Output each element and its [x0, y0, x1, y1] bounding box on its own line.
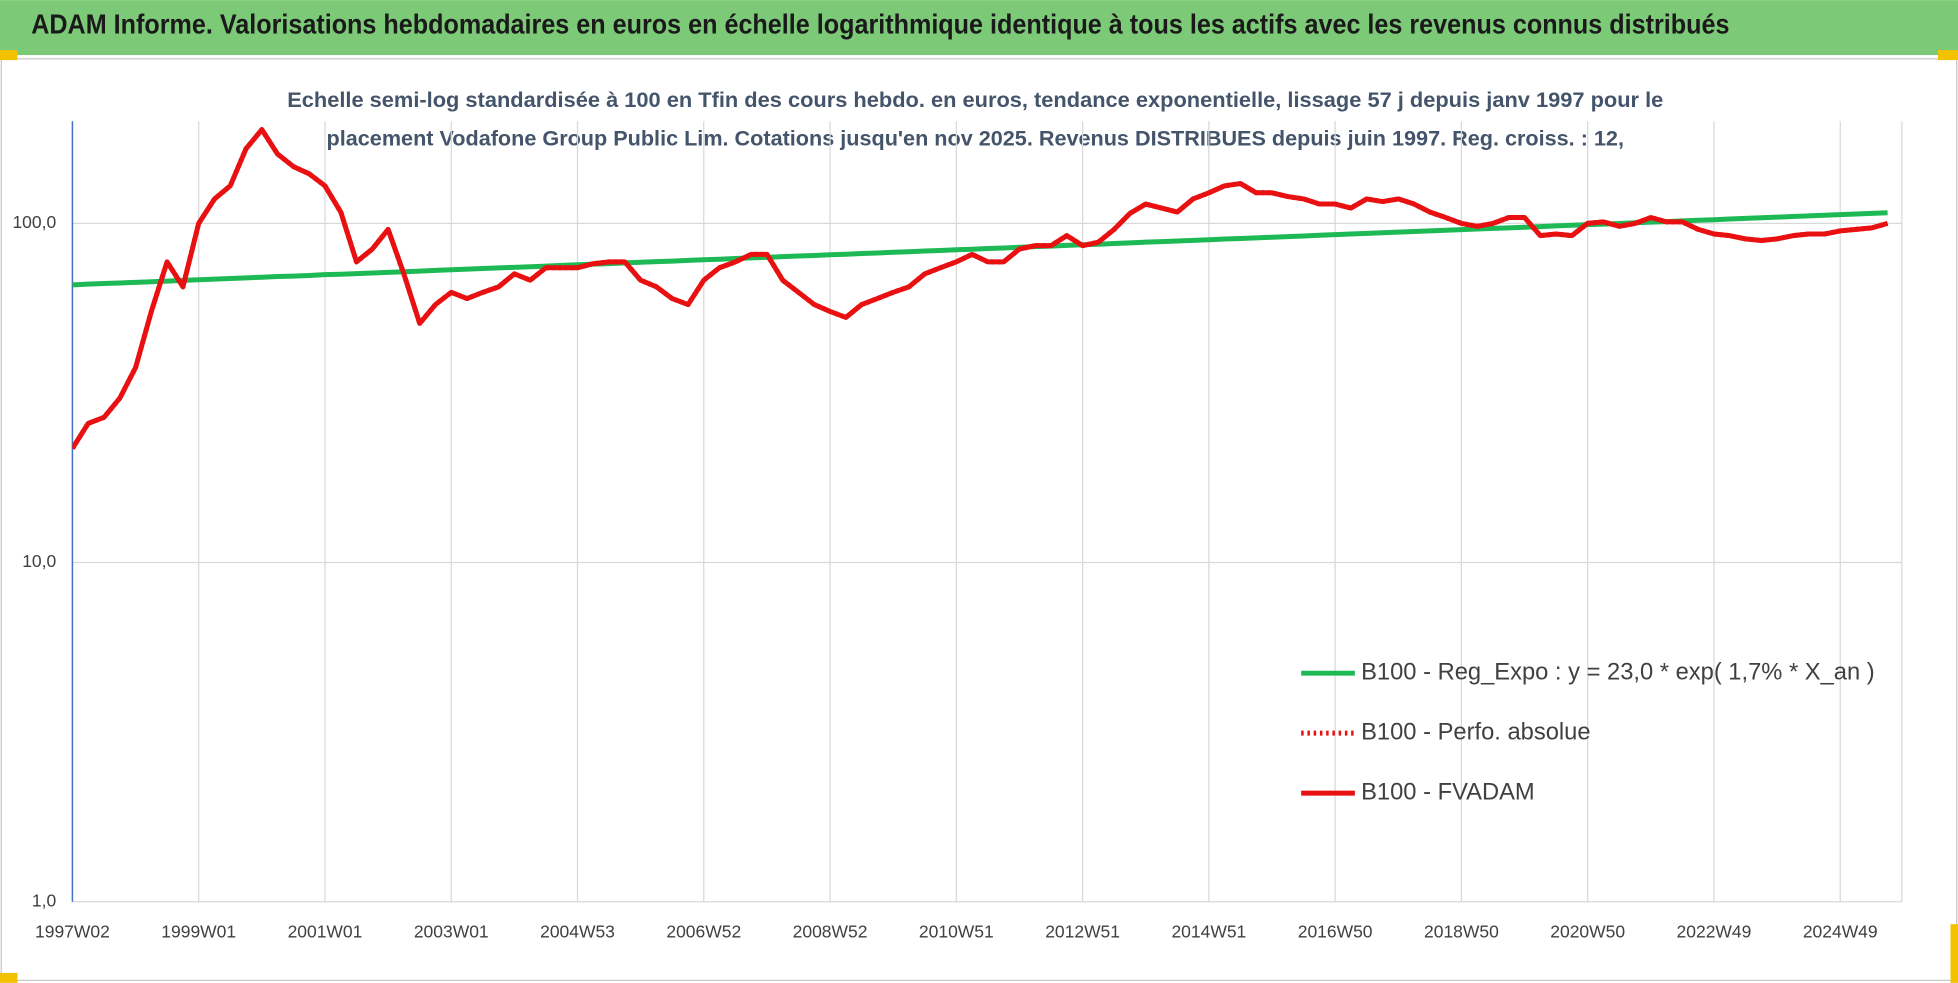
legend-label: B100 - Reg_Expo : y = 23,0 * exp( 1,7% *…: [1361, 659, 1875, 685]
x-tick-label: 2012W51: [1045, 922, 1120, 942]
legend-label: B100 - Perfo. absolue: [1361, 719, 1590, 745]
y-tick-label: 10,0: [22, 551, 56, 571]
x-tick-label: 2004W53: [540, 922, 615, 942]
corner: [0, 972, 18, 983]
x-tick-label: 2016W50: [1298, 922, 1373, 942]
chart-title: ADAM Informe. Valorisations hebdomadaire…: [31, 9, 1729, 40]
y-tick-label: 1,0: [32, 890, 57, 910]
chart-frame: [0, 58, 1958, 981]
y-tick-label: 100,0: [12, 212, 56, 232]
x-tick-label: 2014W51: [1171, 922, 1246, 942]
x-tick-label: 2008W52: [793, 922, 868, 942]
x-tick-label: 1999W01: [161, 922, 236, 942]
banner: [0, 0, 1958, 56]
x-tick-label: 2006W52: [666, 922, 741, 942]
data-line: [72, 127, 1889, 450]
x-tick-label: 2018W50: [1424, 922, 1499, 942]
x-tick-label: 2010W51: [919, 922, 994, 942]
x-tick-label: 1997W02: [35, 922, 110, 942]
x-tick-label: 2001W01: [288, 922, 363, 942]
x-tick-label: 2024W49: [1803, 922, 1878, 942]
x-tick-label: 2020W50: [1550, 922, 1625, 942]
chart-subtitle: placement Vodafone Group Public Lim. Cot…: [327, 128, 1624, 151]
corner: [1950, 924, 1958, 983]
corner: [1938, 50, 1958, 61]
corner: [0, 50, 18, 61]
legend-label: B100 - FVADAM: [1361, 779, 1535, 805]
x-tick-label: 2022W49: [1677, 922, 1752, 942]
chart-subtitle: Echelle semi-log standardisée à 100 en T…: [287, 89, 1663, 112]
x-tick-label: 2003W01: [414, 922, 489, 942]
